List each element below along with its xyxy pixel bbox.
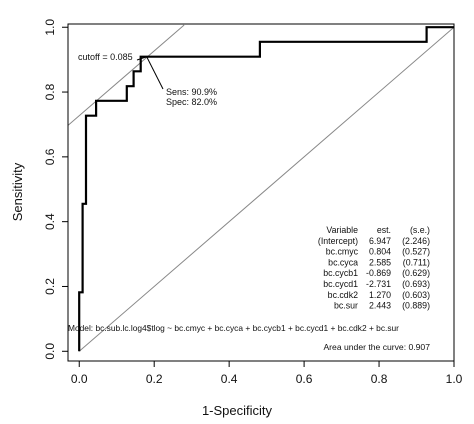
x-tick-label: 0.6 bbox=[296, 372, 313, 386]
x-tick-label: 0.2 bbox=[146, 372, 163, 386]
x-tick-label: 0.8 bbox=[371, 372, 388, 386]
table-cell: -2.731 bbox=[366, 279, 391, 289]
table-cell: (0.889) bbox=[402, 301, 430, 311]
x-tick-label: 0.0 bbox=[71, 372, 88, 386]
table-cell: bc.cycb1 bbox=[323, 268, 358, 278]
chance-diagonal-line bbox=[78, 26, 454, 352]
y-tick-label: 1.0 bbox=[43, 19, 57, 36]
spec-label: Spec: 82.0% bbox=[166, 97, 217, 107]
table-cell: bc.sur bbox=[334, 301, 358, 311]
table-cell: 2.585 bbox=[369, 257, 391, 267]
table-cell: bc.cycd1 bbox=[323, 279, 358, 289]
table-header-cell: est. bbox=[377, 225, 391, 235]
y-tick-label: 0.4 bbox=[43, 213, 57, 230]
reference-lines bbox=[68, 24, 454, 352]
table-cell: -0.869 bbox=[366, 268, 391, 278]
y-tick-label: 0.8 bbox=[43, 83, 57, 100]
table-cell: 2.443 bbox=[369, 301, 391, 311]
table-cell: (0.711) bbox=[403, 257, 430, 267]
y-axis-label: Sensitivity bbox=[10, 162, 25, 221]
cutoff-leader-line bbox=[136, 56, 147, 61]
x-axis-label: 1-Specificity bbox=[202, 403, 273, 418]
auc-label: Area under the curve: 0.907 bbox=[323, 342, 430, 352]
table-cell: bc.cmyc bbox=[326, 247, 359, 257]
table-cell: (2.246) bbox=[402, 236, 430, 246]
table-header-cell: Variable bbox=[326, 225, 358, 235]
sens-leader-line bbox=[146, 56, 164, 90]
x-tick-label: 0.4 bbox=[221, 372, 238, 386]
x-tick-label: 1.0 bbox=[446, 372, 463, 386]
table-cell: (0.603) bbox=[402, 290, 430, 300]
table-cell: bc.cdk2 bbox=[328, 290, 358, 300]
table-cell: 1.270 bbox=[369, 290, 391, 300]
table-cell: (0.629) bbox=[402, 268, 430, 278]
y-tick-label: 0.2 bbox=[43, 278, 57, 295]
coefficient-table: Variable est. (s.e.) (Intercept) 6.947 (2.246… bbox=[318, 225, 430, 311]
y-tick-label: 0.6 bbox=[43, 148, 57, 165]
y-tick-label: 0.0 bbox=[43, 343, 57, 360]
table-cell: 6.947 bbox=[369, 236, 391, 246]
roc-curve-line bbox=[78, 26, 454, 352]
annotations: cutoff = 0.085 Sens: 90.9% Spec: 82.0% bbox=[78, 52, 217, 107]
table-cell: bc.cyca bbox=[328, 257, 358, 267]
table-cell: (0.693) bbox=[402, 279, 430, 289]
cutoff-label: cutoff = 0.085 bbox=[78, 52, 133, 62]
axes: 0.0 0.2 0.4 0.6 0.8 1.0 0.0 0.2 0.4 0.6 0.8 1.0 bbox=[43, 19, 463, 386]
roc-curve-layer bbox=[78, 26, 454, 352]
sens-label: Sens: 90.9% bbox=[166, 87, 217, 97]
table-cell: (Intercept) bbox=[318, 236, 358, 246]
table-header-cell: (s.e.) bbox=[410, 225, 430, 235]
model-label: Model: bc.sub.lc.log4$tlog ~ bc.cmyc + b… bbox=[68, 323, 399, 333]
cutoff-tangent-line bbox=[68, 24, 185, 126]
table-cell: 0.804 bbox=[369, 247, 391, 257]
table-cell: (0.527) bbox=[402, 247, 430, 257]
